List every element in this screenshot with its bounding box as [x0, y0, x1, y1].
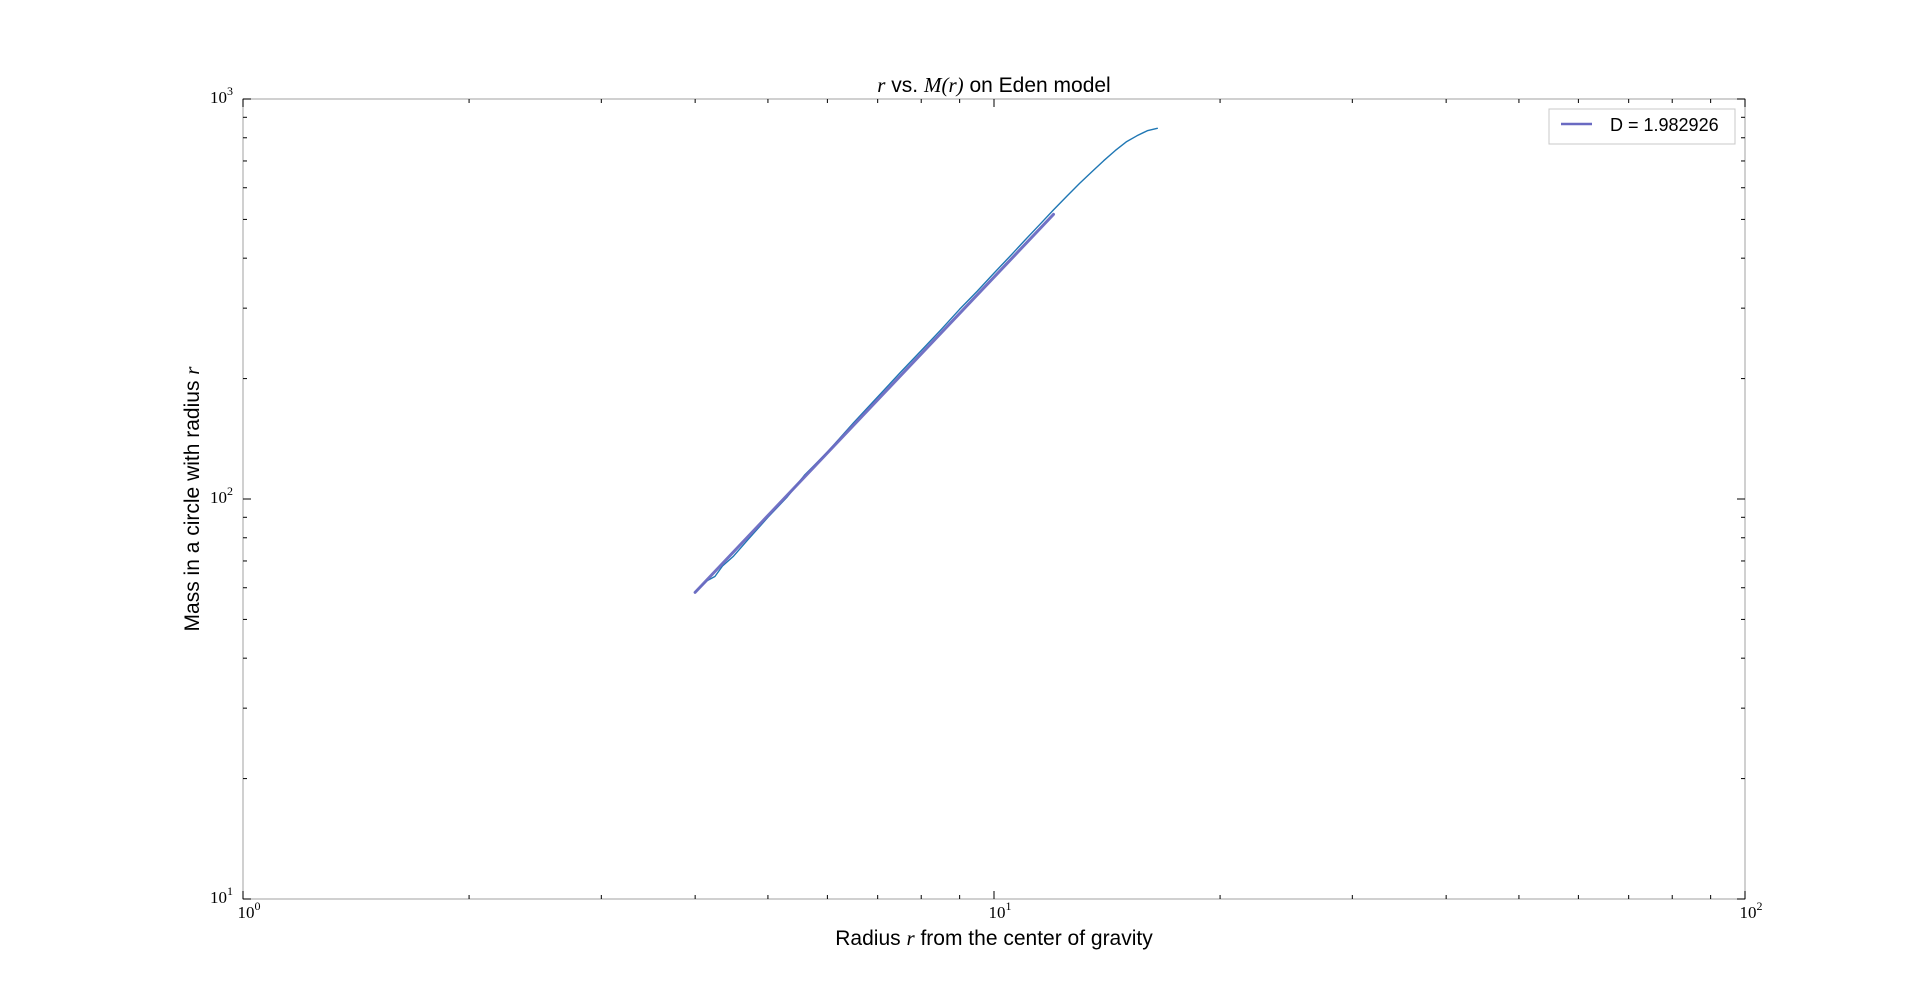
series-layer: [693, 127, 1159, 594]
chart-title: r vs. M(r) on Eden model: [877, 73, 1110, 97]
x-tick-label: 101: [989, 899, 1012, 922]
plot-frame: [242, 98, 1746, 900]
y-tick-label: 101: [210, 884, 233, 907]
y-axis-title: Mass in a circle with radius r: [180, 366, 204, 632]
major-ticks: [242, 98, 1746, 900]
data-line: [694, 127, 1159, 593]
x-tick-label: 100: [238, 899, 261, 922]
y-tick-label: 103: [210, 84, 233, 107]
x-tick-labels: 100 101 102: [238, 899, 1763, 922]
fit-line: [693, 212, 1055, 594]
legend: D = 1.982926: [1548, 108, 1736, 145]
x-tick-label: 102: [1740, 899, 1763, 922]
y-tick-label: 102: [210, 484, 233, 507]
x-axis-title: Radius r from the center of gravity: [835, 926, 1153, 950]
minor-ticks: [243, 99, 1745, 899]
legend-frame: [1548, 108, 1736, 145]
legend-label: D = 1.982926: [1610, 115, 1719, 135]
y-tick-labels: 101 102 103: [210, 84, 233, 907]
